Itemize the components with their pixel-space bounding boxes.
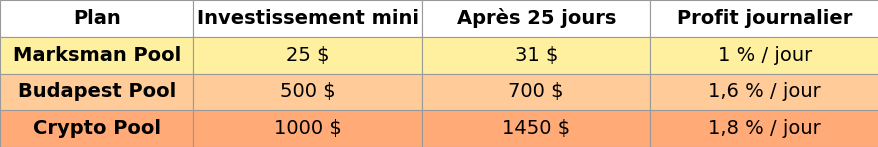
Text: 25 $: 25 $ <box>285 46 329 65</box>
Text: Profit journalier: Profit journalier <box>676 9 852 28</box>
Bar <box>193 110 421 147</box>
Bar <box>193 37 421 74</box>
Bar <box>650 0 878 37</box>
Text: 1450 $: 1450 $ <box>501 119 570 138</box>
Bar <box>650 37 878 74</box>
Bar <box>0 37 193 74</box>
Bar <box>421 110 650 147</box>
Text: 31 $: 31 $ <box>514 46 558 65</box>
Bar <box>0 0 193 37</box>
Text: 1,6 % / jour: 1,6 % / jour <box>708 82 820 101</box>
Text: Budapest Pool: Budapest Pool <box>18 82 176 101</box>
Bar <box>421 74 650 110</box>
Bar <box>421 37 650 74</box>
Bar <box>193 74 421 110</box>
Text: Investissement mini: Investissement mini <box>197 9 418 28</box>
Text: Plan: Plan <box>73 9 120 28</box>
Text: 500 $: 500 $ <box>279 82 335 101</box>
Bar <box>193 0 421 37</box>
Bar <box>0 110 193 147</box>
Text: 1,8 % / jour: 1,8 % / jour <box>708 119 820 138</box>
Text: 700 $: 700 $ <box>507 82 564 101</box>
Text: Crypto Pool: Crypto Pool <box>32 119 161 138</box>
Text: 1000 $: 1000 $ <box>273 119 342 138</box>
Bar <box>0 74 193 110</box>
Bar <box>650 110 878 147</box>
Text: Marksman Pool: Marksman Pool <box>12 46 181 65</box>
Text: Après 25 jours: Après 25 jours <box>456 8 615 28</box>
Bar <box>421 0 650 37</box>
Text: 1 % / jour: 1 % / jour <box>716 46 811 65</box>
Bar <box>650 74 878 110</box>
